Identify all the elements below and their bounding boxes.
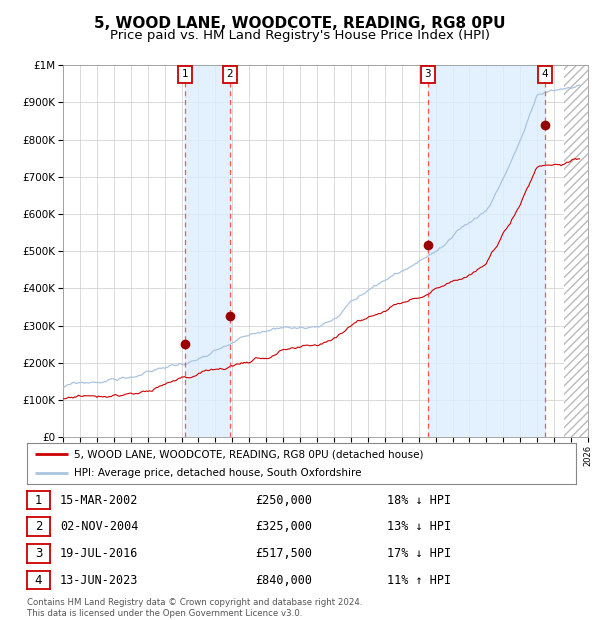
Text: 2: 2	[226, 69, 233, 79]
Text: 3: 3	[35, 547, 42, 560]
Text: Contains HM Land Registry data © Crown copyright and database right 2024.
This d: Contains HM Land Registry data © Crown c…	[27, 598, 362, 618]
Text: 13% ↓ HPI: 13% ↓ HPI	[387, 520, 451, 533]
Text: 19-JUL-2016: 19-JUL-2016	[60, 547, 139, 560]
Text: 1: 1	[35, 494, 42, 507]
Text: 1: 1	[182, 69, 188, 79]
Bar	[428, 65, 545, 437]
Text: 5, WOOD LANE, WOODCOTE, READING, RG8 0PU (detached house): 5, WOOD LANE, WOODCOTE, READING, RG8 0PU…	[74, 449, 423, 459]
Text: 4: 4	[35, 574, 42, 587]
Text: £517,500: £517,500	[255, 547, 312, 560]
Text: 18% ↓ HPI: 18% ↓ HPI	[387, 494, 451, 507]
Bar	[564, 65, 588, 437]
Text: 11% ↑ HPI: 11% ↑ HPI	[387, 574, 451, 587]
Text: £325,000: £325,000	[255, 520, 312, 533]
Text: 13-JUN-2023: 13-JUN-2023	[60, 574, 139, 587]
Text: 5, WOOD LANE, WOODCOTE, READING, RG8 0PU: 5, WOOD LANE, WOODCOTE, READING, RG8 0PU	[94, 16, 506, 30]
Bar	[564, 65, 588, 437]
Text: 02-NOV-2004: 02-NOV-2004	[60, 520, 139, 533]
Bar	[185, 65, 230, 437]
Text: 2: 2	[35, 520, 42, 533]
Text: £840,000: £840,000	[255, 574, 312, 587]
Text: Price paid vs. HM Land Registry's House Price Index (HPI): Price paid vs. HM Land Registry's House …	[110, 29, 490, 42]
Text: 3: 3	[425, 69, 431, 79]
Text: HPI: Average price, detached house, South Oxfordshire: HPI: Average price, detached house, Sout…	[74, 467, 361, 478]
Text: 15-MAR-2002: 15-MAR-2002	[60, 494, 139, 507]
Text: 4: 4	[542, 69, 548, 79]
Text: 17% ↓ HPI: 17% ↓ HPI	[387, 547, 451, 560]
Text: £250,000: £250,000	[255, 494, 312, 507]
